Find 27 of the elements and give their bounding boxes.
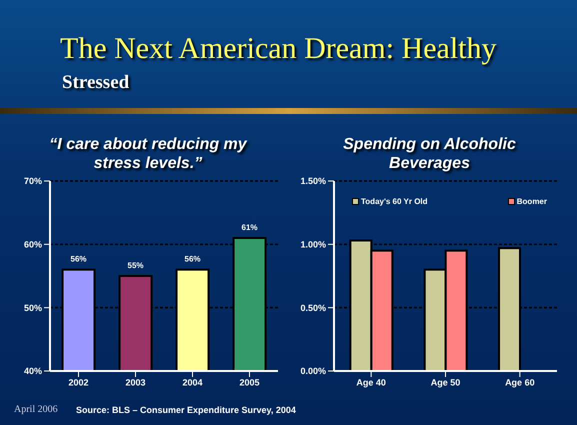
data-label: 61%	[242, 223, 258, 232]
x-tick-label: 2002	[68, 377, 89, 388]
legend-label: Boomer	[516, 197, 547, 206]
y-tick-label: 50%	[24, 302, 42, 313]
chart-title: Spending on Alcoholic Beverages	[342, 135, 517, 173]
legend-label: Today's 60 Yr Old	[361, 197, 428, 206]
x-tick-label: 2003	[125, 377, 146, 388]
chart-title: “I care about reducing my stress levels.”	[48, 135, 248, 173]
x-tick-label: 2005	[239, 377, 260, 388]
text: April 2006	[14, 404, 58, 415]
y-tick-label: 0.50%	[300, 302, 326, 313]
data-label: 56%	[70, 254, 87, 264]
x-tick-label: Age 50	[430, 377, 460, 388]
y-tick-label: 70%	[24, 176, 42, 186]
y-tick-label: 40%	[24, 366, 42, 376]
data-label: 55%	[128, 261, 144, 270]
source-note: Source: BLS – Consumer Expenditure Survey, 2004	[76, 405, 296, 415]
y-tick-label: 1.00%	[300, 240, 326, 250]
y-tick-label: 0.00%	[300, 366, 326, 376]
text: The Next American Dream: Healthy	[60, 32, 496, 66]
text: Stressed	[62, 72, 130, 94]
y-tick-label: 1.50%	[300, 176, 326, 186]
x-tick-label: Age 60	[505, 377, 535, 388]
x-tick-label: 2004	[182, 377, 203, 388]
data-label: 56%	[184, 254, 201, 264]
x-tick-label: Age 40	[356, 377, 386, 388]
y-tick-label: 60%	[24, 240, 42, 250]
